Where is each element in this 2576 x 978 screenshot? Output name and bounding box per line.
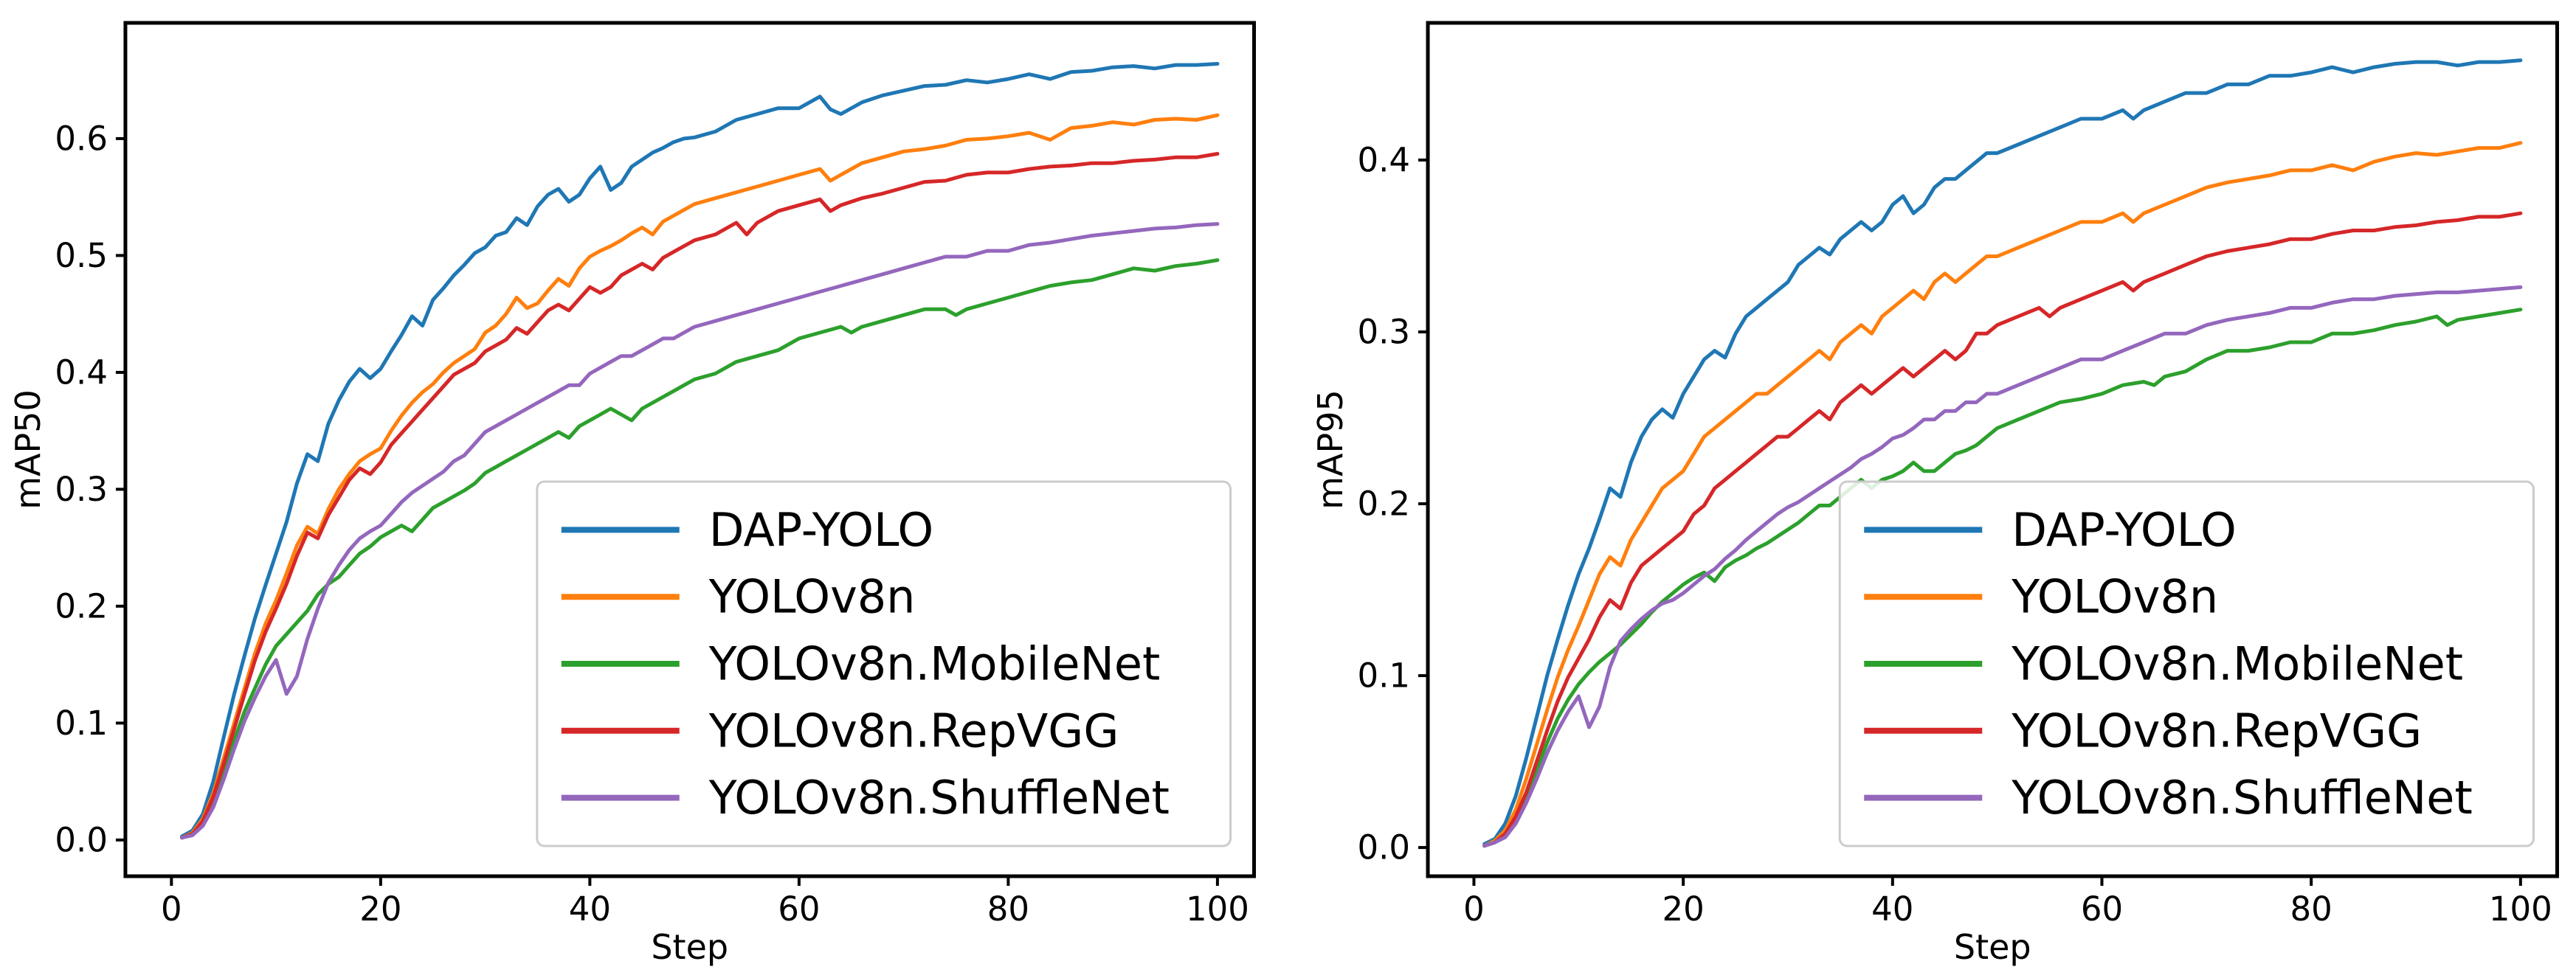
series-line-YOLOv8n.ShuffleNet xyxy=(1482,285,2523,848)
y-tick-label: 0.1 xyxy=(55,704,108,743)
map95-chart: 0 20 40 60 80 100 0.0 0.1 0.2 0.3 0.4 Step mAP95 DAP-… xyxy=(1288,0,2576,978)
series-line-YOLOv8n xyxy=(180,113,1220,840)
x-tick-label: 40 xyxy=(1871,889,1913,929)
legend-label: YOLOv8n.RepVGG xyxy=(708,704,1119,757)
map95-panel: 0 20 40 60 80 100 0.0 0.1 0.2 0.3 0.4 Step mAP95 DAP-… xyxy=(1288,0,2576,978)
y-tick-label: 0.3 xyxy=(1357,312,1410,351)
y-tick-label: 0.4 xyxy=(55,353,108,392)
series-line-DAP-YOLO xyxy=(1482,58,2523,846)
y-tick-label: 0.2 xyxy=(1357,485,1410,524)
series-line-DAP-YOLO xyxy=(180,62,1220,839)
series-line-YOLOv8n.RepVGG xyxy=(1482,211,2523,848)
x-axis-label: Step xyxy=(1954,927,2031,967)
x-tick-label: 100 xyxy=(1186,889,1249,929)
legend-label: YOLOv8n.ShuffleNet xyxy=(708,771,1170,825)
series-line-YOLOv8n.RepVGG xyxy=(180,152,1220,840)
x-tick-label: 40 xyxy=(569,889,611,929)
x-axis-label: Step xyxy=(651,927,728,967)
x-tick-label: 0 xyxy=(161,889,182,929)
series-line-YOLOv8n xyxy=(1482,141,2523,848)
legend-label: DAP-YOLO xyxy=(709,503,933,557)
y-tick-label: 0.4 xyxy=(1357,140,1410,179)
y-axis-label: mAP95 xyxy=(1311,389,1350,510)
x-tick-label: 100 xyxy=(2489,889,2552,929)
y-tick-label: 0.1 xyxy=(1357,656,1410,696)
legend-label: YOLOv8n.MobileNet xyxy=(2011,637,2463,691)
x-tick-label: 20 xyxy=(1662,889,1705,929)
y-tick-label: 0.0 xyxy=(1357,828,1410,867)
y-tick-label: 0.5 xyxy=(55,236,108,275)
map50-panel: 0 20 40 60 80 100 0.0 0.1 0.2 0.3 0.4 0.5 0.6 Step mAP… xyxy=(7,21,1257,968)
legend-box xyxy=(536,480,1232,847)
series-line-YOLOv8n.ShuffleNet xyxy=(180,222,1220,840)
y-tick-label: 0.0 xyxy=(55,820,108,859)
series-line-YOLOv8n.MobileNet xyxy=(180,258,1220,840)
x-tick-label: 20 xyxy=(359,889,401,929)
legend-label: YOLOv8n xyxy=(2011,570,2218,624)
x-tick-label: 0 xyxy=(1463,889,1485,929)
x-tick-label: 60 xyxy=(778,889,820,929)
axes-spines xyxy=(123,21,1257,878)
y-tick-label: 0.2 xyxy=(55,586,108,625)
x-tick-label: 80 xyxy=(987,889,1029,929)
x-tick-label: 60 xyxy=(2081,889,2123,929)
legend-label: YOLOv8n.RepVGG xyxy=(2011,704,2422,757)
legend-label: YOLOv8n xyxy=(708,570,916,624)
legend-label: DAP-YOLO xyxy=(2012,503,2237,557)
y-tick-label: 0.3 xyxy=(55,470,108,509)
legend-label: YOLOv8n.MobileNet xyxy=(708,637,1161,690)
legend-label: YOLOv8n.ShuffleNet xyxy=(2011,771,2473,825)
legend-box xyxy=(1838,480,2535,847)
map50-chart: 0 20 40 60 80 100 0.0 0.1 0.2 0.3 0.4 0.5 0.6 Step mAP… xyxy=(7,21,1257,968)
y-axis-label: mAP50 xyxy=(8,389,48,510)
x-tick-label: 80 xyxy=(2290,889,2332,929)
y-tick-label: 0.6 xyxy=(55,119,108,158)
axes-spines xyxy=(1426,21,2559,878)
